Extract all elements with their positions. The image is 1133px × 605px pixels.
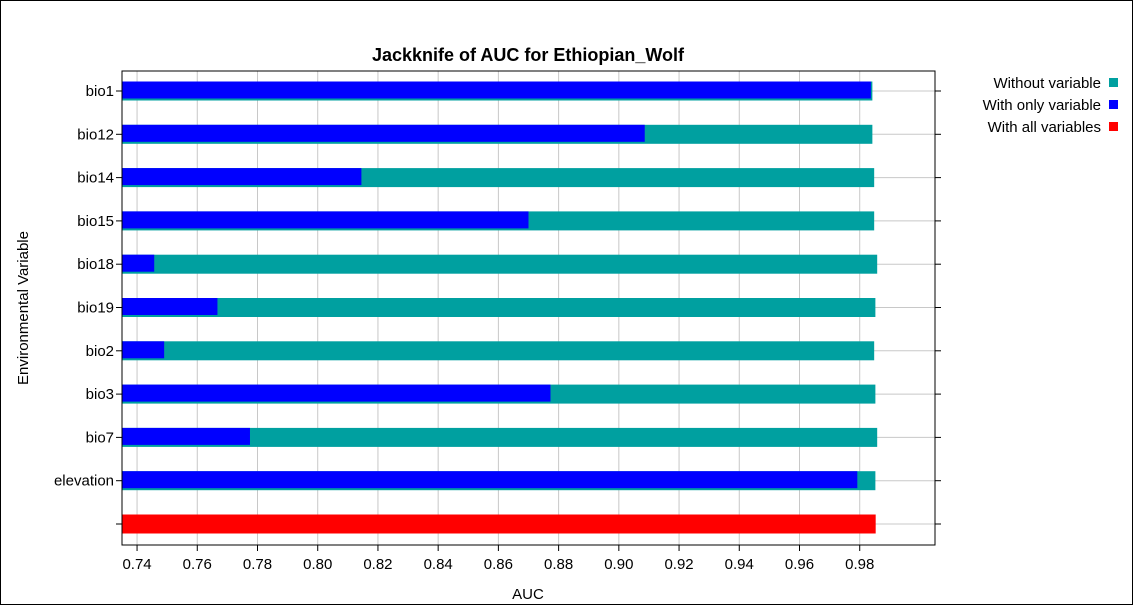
x-tick-label: 0.96 <box>785 556 814 573</box>
bar-without-variable <box>122 341 875 361</box>
legend-swatch <box>1109 100 1118 109</box>
y-tick-label: bio12 <box>77 126 114 143</box>
x-tick-label: 0.82 <box>363 556 392 573</box>
y-tick-label: bio14 <box>77 170 114 187</box>
legend-swatch <box>1109 122 1118 131</box>
x-tick-label: 0.94 <box>725 556 754 573</box>
x-axis-title: AUC <box>512 586 544 603</box>
bar-without-variable <box>122 254 878 274</box>
x-tick-label: 0.78 <box>243 556 272 573</box>
y-tick-label: bio19 <box>77 300 114 317</box>
x-tick-label: 0.92 <box>664 556 693 573</box>
x-tick-label: 0.76 <box>183 556 212 573</box>
y-tick-label: bio7 <box>86 429 114 446</box>
legend-label: Without variable <box>993 75 1101 92</box>
bar-with-only-variable <box>122 471 858 489</box>
legend-label: With only variable <box>983 97 1101 114</box>
bar-with-only-variable <box>122 427 250 445</box>
chart-title: Jackknife of AUC for Ethiopian_Wolf <box>372 45 685 65</box>
y-tick-label: bio1 <box>86 83 114 100</box>
x-tick-label: 0.88 <box>544 556 573 573</box>
x-tick-label: 0.98 <box>845 556 874 573</box>
bar-with-only-variable <box>122 298 218 315</box>
bar-with-only-variable <box>122 384 551 402</box>
x-tick-label: 0.74 <box>122 556 151 573</box>
x-tick-label: 0.86 <box>484 556 513 573</box>
y-tick-label: bio18 <box>77 256 114 273</box>
legend-label: With all variables <box>988 119 1101 136</box>
y-tick-label: bio2 <box>86 343 114 360</box>
bar-with-only-variable <box>122 211 529 229</box>
bar-with-only-variable <box>122 81 871 99</box>
x-tick-label: 0.90 <box>604 556 633 573</box>
bar-with-only-variable <box>122 124 645 142</box>
bar-without-variable <box>122 298 876 317</box>
y-tick-label: bio3 <box>86 386 114 403</box>
y-axis-title: Environmental Variable <box>15 231 32 385</box>
y-tick-label: bio15 <box>77 213 114 230</box>
bar-with-only-variable <box>122 254 155 272</box>
x-tick-label: 0.84 <box>424 556 453 573</box>
legend-swatch <box>1109 78 1118 87</box>
bars <box>122 81 878 534</box>
bar-without-variable <box>122 427 878 447</box>
bar-with-all-variables <box>122 514 876 534</box>
bar-with-only-variable <box>122 341 165 359</box>
legend: Without variable With only variable With a… <box>983 75 1118 136</box>
x-tick-label: 0.80 <box>303 556 332 573</box>
bar-with-only-variable <box>122 168 362 186</box>
ticks: 0.74 0.76 0.78 0.80 0.82 0.84 0.86 0.88 0.90 0.92… <box>54 83 941 573</box>
y-tick-label: elevation <box>54 473 114 490</box>
